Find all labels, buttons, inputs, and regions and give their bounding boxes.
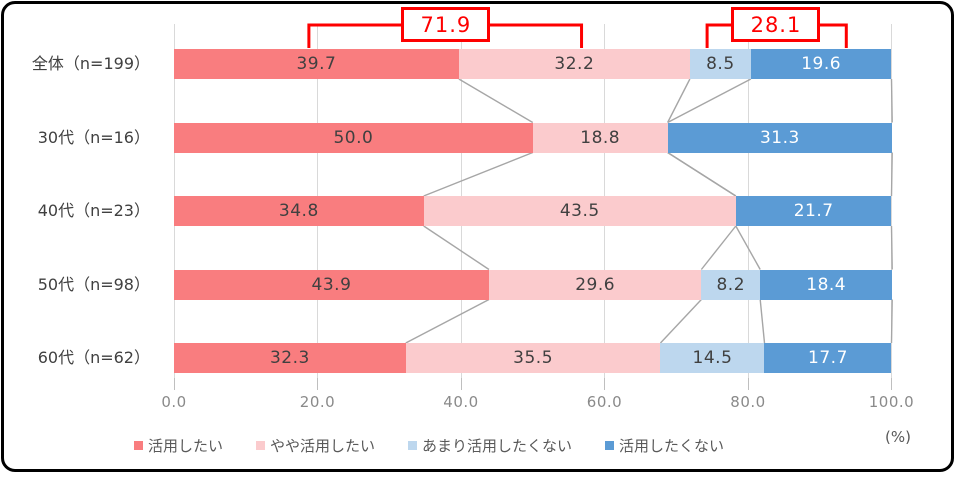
segment-value-label: 8.2	[716, 274, 746, 295]
axis-tick-label: 100.0	[868, 393, 915, 411]
legend: 活用したい やや活用したい あまり活用したくない 活用したくない	[134, 435, 724, 456]
bar-segment: 17.7	[764, 343, 892, 373]
legend-label: あまり活用したくない	[422, 437, 573, 455]
axis-tick-label: 20.0	[299, 393, 336, 411]
bar-segment: 39.7	[174, 49, 459, 79]
connector-line	[458, 78, 534, 124]
legend-swatch-icon	[605, 441, 615, 450]
segment-value-label: 39.7	[296, 54, 337, 74]
bar-segment: 14.5	[660, 343, 765, 373]
axis-tick-label: 80.0	[730, 393, 766, 411]
axis-tick	[891, 378, 892, 390]
segment-value-label: 34.8	[278, 201, 319, 221]
category-label: 60代（n=62）	[37, 348, 150, 367]
axis-tick-label: 60.0	[586, 393, 623, 411]
segment-value-label: 8.5	[706, 54, 735, 74]
unit-label: (%)	[885, 428, 911, 446]
callout-box: 71.9	[401, 7, 491, 42]
connector-line	[759, 299, 766, 344]
bar-segment: 18.4	[760, 269, 893, 300]
bar-segment: 50.0	[174, 122, 533, 153]
connector-line	[700, 225, 737, 270]
bar-segment: 29.6	[488, 269, 702, 300]
connector-line	[667, 151, 737, 197]
bar-row: 34.8 43.5 21.7	[174, 196, 892, 226]
axis-tick	[173, 378, 175, 390]
segment-value-label: 50.0	[333, 127, 374, 148]
legend-swatch-icon	[408, 441, 418, 450]
axis-tick	[747, 378, 749, 390]
axis-tick	[460, 378, 462, 390]
bar-row: 50.0 18.8 31.3	[174, 122, 893, 153]
segment-value-label: 43.9	[311, 274, 352, 295]
legend-swatch-icon	[134, 441, 143, 450]
bar-segment: 19.6	[750, 49, 892, 79]
axis-tick	[317, 378, 318, 390]
connector-line	[667, 78, 691, 123]
bar-segment: 18.8	[532, 122, 668, 153]
segment-value-label: 43.5	[559, 201, 600, 221]
bar-segment: 31.3	[667, 122, 893, 153]
bar-segment: 43.9	[174, 269, 489, 300]
segment-value-label: 32.2	[554, 54, 595, 74]
category-label: 30代（n=16）	[37, 127, 150, 147]
bar-segment: 21.7	[735, 196, 892, 226]
gridline	[891, 24, 892, 378]
segment-value-label: 18.8	[580, 127, 621, 148]
category-label: 40代（n=23）	[37, 201, 150, 220]
segment-value-label: 17.7	[808, 348, 848, 368]
connector-line	[423, 151, 534, 197]
legend-label: やや活用したい	[270, 437, 376, 455]
bar-segment: 35.5	[405, 343, 661, 373]
bar-row: 43.9 29.6 8.2 18.4	[174, 269, 893, 300]
connector-line	[423, 225, 490, 271]
bar-segment: 8.2	[701, 269, 761, 300]
segment-value-label: 21.7	[793, 201, 834, 221]
legend-label: 活用したくない	[619, 437, 725, 455]
segment-value-label: 19.6	[801, 54, 842, 74]
bar-segment: 8.5	[689, 49, 751, 79]
axis-tick-label: 0.0	[161, 393, 187, 411]
bar-segment: 43.5	[423, 196, 736, 226]
connector-line	[667, 78, 752, 124]
segment-value-label: 29.6	[575, 274, 616, 295]
bar-segment: 32.2	[458, 49, 690, 79]
segment-value-label: 31.3	[759, 127, 800, 148]
segment-value-label: 35.5	[513, 348, 554, 368]
category-label: 50代（n=98）	[37, 274, 150, 294]
callout-box: 28.1	[731, 7, 821, 42]
legend-swatch-icon	[256, 441, 266, 450]
connector-line	[667, 151, 737, 197]
bar-row: 32.3 35.5 14.5 17.7	[174, 343, 892, 373]
legend-item: 活用したくない	[605, 435, 724, 456]
legend-item: やや活用したい	[256, 435, 375, 456]
bar-segment: 32.3	[174, 343, 406, 373]
axis-tick	[604, 378, 605, 390]
callout-value: 71.9	[420, 12, 472, 37]
bar-segment: 34.8	[174, 196, 424, 226]
segment-value-label: 14.5	[692, 348, 733, 368]
segment-value-label: 32.3	[269, 348, 310, 368]
legend-item: 活用したい	[134, 435, 223, 456]
legend-label: 活用したい	[148, 437, 224, 455]
connector-line	[659, 299, 702, 344]
connector-line	[405, 298, 490, 344]
category-label: 全体（n=199）	[31, 54, 150, 73]
axis-tick-label: 40.0	[443, 393, 479, 411]
bar-row: 39.7 32.2 8.5 19.6	[174, 49, 892, 79]
callout-value: 28.1	[750, 12, 802, 37]
legend-item: あまり活用したくない	[408, 435, 572, 456]
segment-value-label: 18.4	[806, 274, 847, 295]
